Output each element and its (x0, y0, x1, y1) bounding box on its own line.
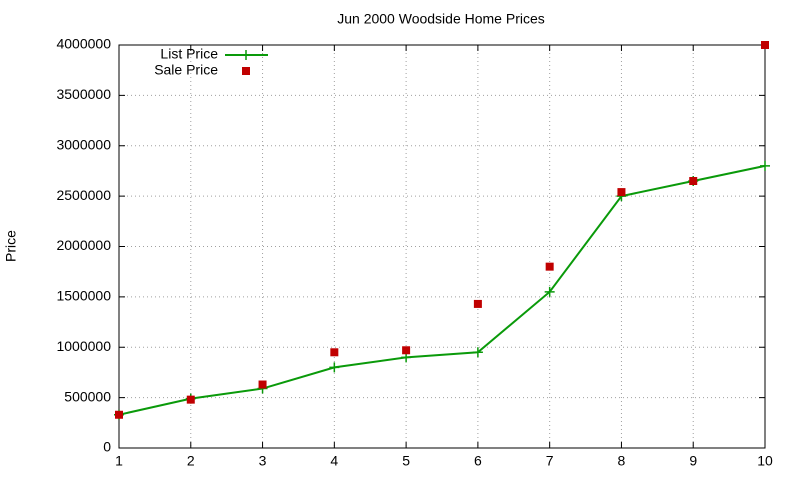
data-point (689, 177, 698, 186)
plot-border (118, 44, 766, 449)
chart-title: Jun 2000 Woodside Home Prices (337, 11, 545, 27)
x-tick-label: 7 (546, 453, 554, 469)
legend-label: Sale Price (154, 62, 218, 78)
x-tick-label: 10 (757, 453, 773, 469)
y-tick-label: 500000 (64, 388, 111, 404)
x-tick-label: 4 (330, 453, 338, 469)
y-tick-label: 4000000 (56, 36, 111, 52)
data-point (115, 410, 123, 419)
data-point (544, 286, 555, 297)
y-tick-label: 1500000 (56, 288, 111, 304)
series-line (118, 164, 766, 416)
data-point (330, 348, 339, 357)
x-tick-label: 2 (187, 453, 195, 469)
y-tick-label: 0 (103, 439, 111, 455)
data-point (761, 41, 769, 49)
legend-marker (242, 67, 250, 75)
data-point (545, 262, 554, 271)
data-point (472, 347, 483, 358)
legend-label: List Price (160, 46, 218, 62)
y-tick-label: 3000000 (56, 136, 111, 152)
x-tick-label: 1 (115, 453, 123, 469)
y-axis-label: Price (3, 230, 19, 262)
data-point (760, 160, 770, 171)
data-point (329, 362, 340, 373)
y-tick-label: 2500000 (56, 187, 111, 203)
x-tick-label: 3 (259, 453, 267, 469)
data-point (258, 380, 267, 389)
y-tick-label: 1000000 (56, 338, 111, 354)
data-point (186, 395, 195, 404)
data-point (617, 188, 626, 197)
data-point (402, 346, 411, 355)
y-tick-label: 3500000 (56, 86, 111, 102)
data-point (473, 299, 482, 308)
y-tick-label: 2000000 (56, 237, 111, 253)
legend-marker (241, 50, 251, 60)
x-tick-label: 5 (402, 453, 410, 469)
x-tick-label: 6 (474, 453, 482, 469)
x-tick-label: 9 (689, 453, 697, 469)
x-tick-label: 8 (618, 453, 626, 469)
